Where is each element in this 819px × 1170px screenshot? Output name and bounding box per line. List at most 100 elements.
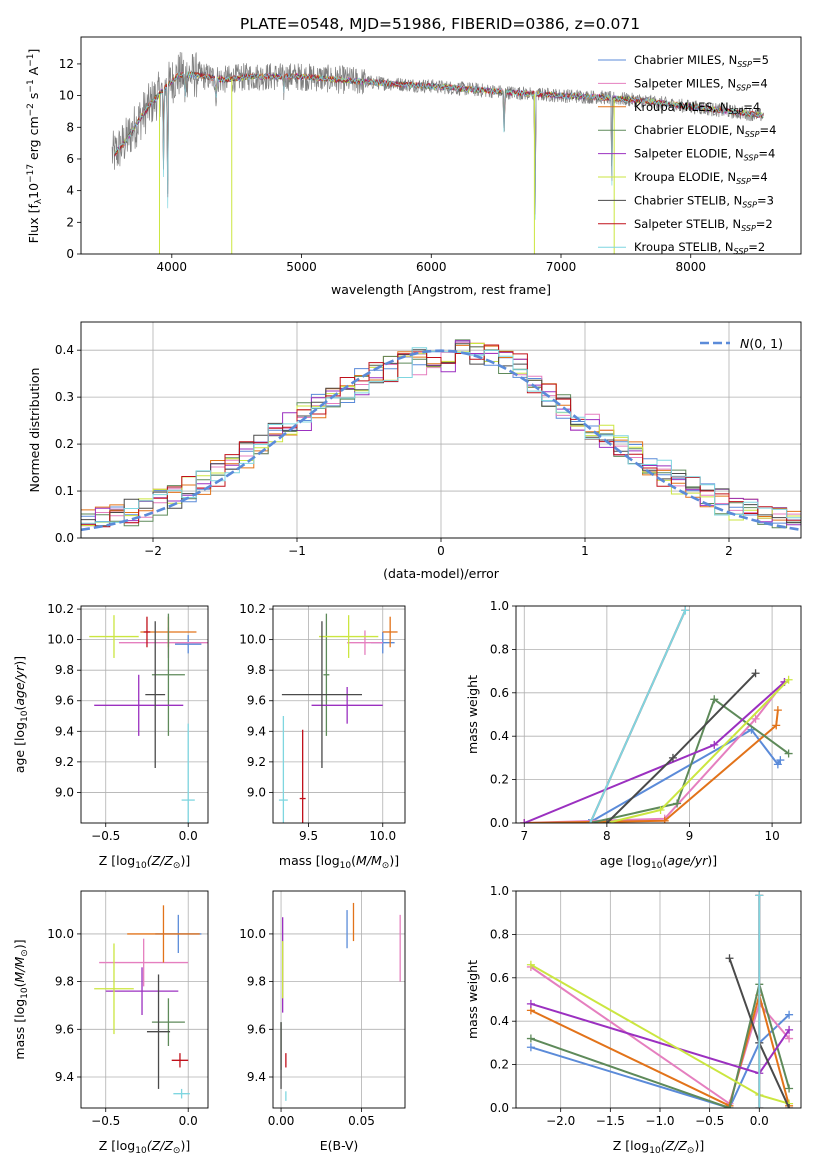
x-tick-label: 7 <box>520 829 528 843</box>
mass_vs_Z-ylabel: mass [log10(M/M⊙)] <box>12 939 30 1059</box>
weight-marker <box>755 1104 764 1108</box>
errorbar-chabrier_miles <box>175 635 202 654</box>
y-tick-label: 0.8 <box>490 642 509 656</box>
errorbar-salpeter_miles <box>347 630 383 655</box>
x-tick-label: 9.5 <box>299 829 318 843</box>
y-tick-label: 2 <box>66 215 74 229</box>
legend-label-kroupa_stelib: Kroupa STELIB, NSSP=2 <box>634 240 765 256</box>
mass_weight_vs_age-axes: 7 8 9 10 0.0 0.2 0.4 0.6 0.8 1.0 age [log10(age/yr… <box>465 599 802 871</box>
weight-marker <box>773 706 782 715</box>
y-tick-label: 10.0 <box>239 633 266 647</box>
axes-frame <box>272 605 406 824</box>
x-tick-label: −2.0 <box>546 1114 575 1128</box>
mass_vs_EBV-xlabel: E(B-V) <box>320 1138 359 1153</box>
y-tick-label: 9.8 <box>247 975 266 989</box>
errorbar-chabrier_elodie <box>151 613 185 736</box>
y-tick-label: 10 <box>59 89 74 103</box>
x-tick-label: 8000 <box>675 260 706 274</box>
weight-marker <box>785 1034 794 1043</box>
errorbar-chabrier_elodie <box>323 613 330 736</box>
residual_hist-axes: −2 −1 0 1 2 0.0 0.1 0.2 0.3 0.4 (data-model)/error… <box>27 321 802 581</box>
weight-line-chabrier_miles <box>588 728 782 823</box>
weight-marker <box>526 999 535 1008</box>
x-tick-label: −0.5 <box>91 1114 120 1128</box>
spectrum-legend: Chabrier MILES, NSSP=5 Salpeter MILES, NS… <box>598 53 776 256</box>
weight-marker <box>776 756 785 765</box>
x-tick-label: 1 <box>581 544 589 558</box>
y-tick-label: 0.4 <box>490 729 509 743</box>
gaussian-reference-line <box>81 349 801 532</box>
histogram-xlabel: (data-model)/error <box>383 566 500 581</box>
weight-marker <box>773 760 782 769</box>
y-tick-label: 1.0 <box>490 884 509 898</box>
weight-marker <box>656 805 665 814</box>
y-tick-label: 0.6 <box>490 686 509 700</box>
weight-marker <box>526 1043 535 1052</box>
y-tick-label: 0.1 <box>55 484 74 498</box>
axes-frame <box>80 36 802 255</box>
spectrum-plot <box>111 51 764 254</box>
y-tick-label: 0 <box>66 247 74 261</box>
weight-line-chabrier_elodie <box>530 980 791 1108</box>
errorbar-kroupa_stelib <box>173 1088 190 1099</box>
x-tick-label: −2 <box>144 544 162 558</box>
mass_vs_Z-axes: −0.5 0.0 9.4 9.6 9.8 10.0 Z [log10(Z/Z⊙)] mass … <box>12 890 209 1156</box>
age_vs_Z-ylabel: age [log10(age/yr)] <box>12 656 30 773</box>
weight-marker <box>751 669 760 678</box>
y-tick-label: 0.2 <box>490 773 509 787</box>
weight-marker <box>673 799 682 808</box>
y-tick-label: 9.6 <box>55 1022 74 1036</box>
y-tick-label: 9.4 <box>55 724 74 738</box>
spectrum-axes: 4000 5000 6000 7000 8000 0 2 4 6 8 10 12 wavelength … <box>26 36 802 297</box>
axes-frame <box>272 890 406 1109</box>
errorbar-salpeter_stelib <box>143 616 151 648</box>
x-tick-label: 5000 <box>286 260 317 274</box>
weight-marker <box>520 819 529 823</box>
axes-frame <box>80 605 209 824</box>
weight-marker <box>785 1104 794 1108</box>
spectrum-data-line <box>111 51 764 170</box>
mass_vs_Z-xlabel: Z [log10(Z/Z⊙)] <box>99 1138 190 1156</box>
histogram-salpeter_elodie <box>81 340 801 526</box>
weight-marker <box>785 1084 794 1093</box>
weight-marker <box>710 695 719 704</box>
weight-marker <box>526 1034 535 1043</box>
y-tick-label: 9.6 <box>247 694 266 708</box>
y-tick-label: 10.0 <box>47 927 74 941</box>
weight-marker <box>785 1025 794 1034</box>
errorbar-kroupa_elodie <box>318 615 379 658</box>
errorbar-chabrier_stelib <box>146 974 171 1089</box>
y-tick-label: 0.0 <box>490 816 509 830</box>
y-tick-label: 9.6 <box>247 1022 266 1036</box>
y-tick-label: 0.0 <box>55 531 74 545</box>
y-tick-label: 12 <box>59 57 74 71</box>
weight-marker <box>755 891 764 900</box>
x-tick-label: 4000 <box>157 260 188 274</box>
x-tick-label: 2 <box>725 544 733 558</box>
y-tick-label: 0.6 <box>490 971 509 985</box>
y-tick-label: 0.0 <box>490 1101 509 1115</box>
legend-label-chabrier_stelib: Chabrier STELIB, NSSP=3 <box>634 193 774 209</box>
x-tick-label: 6000 <box>416 260 447 274</box>
y-tick-label: 9.0 <box>247 785 266 799</box>
x-tick-label: −1 <box>288 544 306 558</box>
y-tick-label: 9.8 <box>247 663 266 677</box>
model-line-chabrier_stelib <box>114 71 764 209</box>
x-tick-label: 9 <box>686 829 694 843</box>
x-tick-label: 10.0 <box>369 829 396 843</box>
x-tick-label: 0.0 <box>179 829 198 843</box>
weight-marker <box>668 753 677 762</box>
model-line-kroupa_stelib <box>114 71 764 220</box>
weight-marker <box>586 819 595 823</box>
spectrum-ylabel: Flux [fλ10−17 erg cm−2 s−1 A−1] <box>26 49 44 244</box>
x-tick-label: 0 <box>437 544 445 558</box>
mass_vs_EBV-axes: 0.00 0.05 9.4 9.6 9.8 10.0 E(B-V) <box>239 890 406 1153</box>
y-tick-label: 10.2 <box>47 602 74 616</box>
errorbar-kroupa_elodie <box>89 615 139 658</box>
errorbar-salpeter_stelib <box>299 729 306 823</box>
weight-marker <box>602 819 611 823</box>
age_vs_mass-plot <box>278 613 398 823</box>
mass_weight_vs_age-ylabel: mass weight <box>465 675 480 754</box>
y-tick-label: 0.4 <box>490 1014 509 1028</box>
